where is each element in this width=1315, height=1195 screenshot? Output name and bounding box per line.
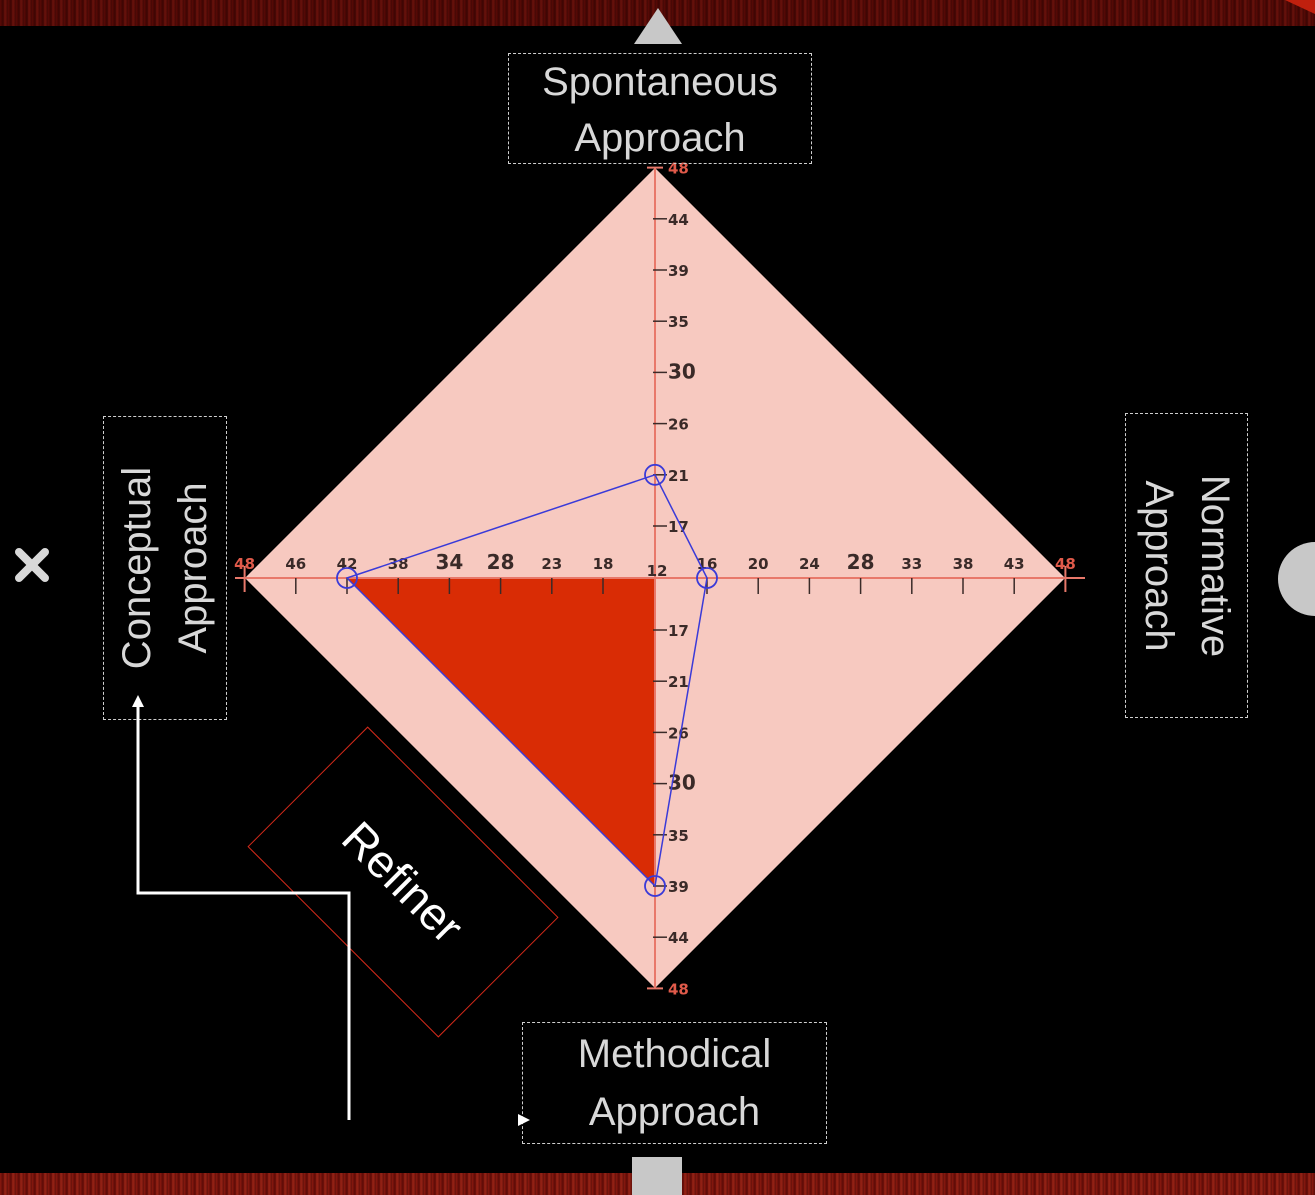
tick-label-bottom-44: 44	[668, 929, 689, 947]
tick-label-right-24: 24	[799, 555, 820, 573]
methodical-approach-word: Approach	[588, 1090, 761, 1134]
arrowhead-up-icon	[132, 695, 144, 707]
profile-point-top	[644, 463, 666, 486]
triangle-up-icon[interactable]	[632, 6, 684, 46]
tick-label-top-44: 44	[668, 211, 689, 229]
methodical-word: Methodical	[577, 1032, 772, 1076]
tick-label-top-21: 21	[668, 467, 689, 485]
tick-label-bottom-17: 17	[668, 622, 689, 640]
tick-label-right-43: 43	[1004, 555, 1025, 573]
spontaneous-word: Spontaneous	[542, 60, 778, 104]
tick-label-top-39: 39	[668, 262, 689, 280]
tick-label-right-20: 20	[748, 555, 769, 573]
methodical-approach-label: Methodical Approach	[522, 1022, 827, 1144]
tick-label-left-23: 23	[541, 555, 562, 573]
corner-accent	[1285, 0, 1315, 14]
tick-label-top-30: 30	[668, 359, 696, 383]
conceptual-approach-label: Conceptual Approach	[103, 416, 227, 720]
profile-point-right	[696, 567, 718, 589]
tick-label-top-26: 26	[668, 416, 689, 434]
tick-label-bottom-26: 26	[668, 724, 689, 742]
spontaneous-approach-word: Approach	[574, 116, 746, 160]
tick-label-top-48: 48	[668, 160, 689, 178]
tick-label-right-33: 33	[901, 555, 922, 573]
tick-label-bottom-35: 35	[668, 827, 689, 845]
tick-label-left-34: 34	[435, 550, 463, 574]
tick-label-left-28: 28	[487, 550, 515, 574]
tick-label-bottom-21: 21	[668, 673, 689, 691]
center-label: 12	[647, 562, 668, 580]
profile-point-left	[336, 567, 358, 589]
tick-label-left-48: 48	[234, 555, 255, 573]
tick-label-bottom-39: 39	[668, 878, 689, 896]
arrowhead-right-icon	[518, 1114, 530, 1126]
tick-label-left-18: 18	[593, 555, 614, 573]
tick-label-left-46: 46	[285, 555, 306, 573]
profile-polygon	[345, 473, 708, 888]
profile-point-bottom	[644, 875, 666, 897]
square-icon[interactable]	[632, 1157, 682, 1195]
cross-icon[interactable]	[12, 545, 52, 585]
tick-label-right-48: 48	[1055, 555, 1076, 573]
tick-label-right-28: 28	[847, 550, 875, 574]
tick-label-bottom-48: 48	[668, 980, 689, 998]
normative-approach-label: Normative Approach	[1125, 413, 1248, 718]
tick-label-top-35: 35	[668, 313, 689, 331]
tick-label-right-38: 38	[953, 555, 974, 573]
spontaneous-approach-label: Spontaneous Approach	[508, 53, 812, 164]
arrow-to-conceptual	[136, 705, 351, 1120]
